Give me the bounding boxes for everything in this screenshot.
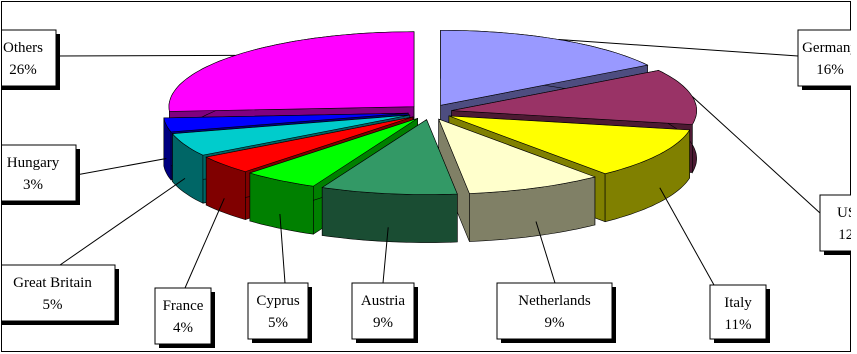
value-label: 16% [816,62,844,78]
category-label: Hungary [7,155,60,171]
value-label: 26% [9,62,37,78]
value-label: 5% [268,315,288,331]
value-label: 5% [43,297,63,313]
label-box [496,282,613,340]
category-label: Great Britain [13,275,92,291]
value-label: 9% [545,315,565,331]
slice [248,118,418,187]
leader-line [55,54,236,57]
leader-line [75,158,167,176]
label-box [2,29,57,87]
value-label: 4% [173,320,193,336]
category-label: France [163,298,204,314]
label-box [819,194,851,252]
value-label: 9% [373,315,393,331]
leader-line [535,221,556,284]
label-box [797,29,851,87]
leader-line [558,39,799,57]
plot-area: Germany 16% USA 12% Italy 11% Netherlands 9% Aus… [2,29,857,348]
category-label: Germany [802,40,857,56]
slice [438,118,596,194]
category-label: Netherlands [518,293,591,309]
category-label: Others [3,40,43,56]
slice [163,112,409,133]
value-label: 3% [23,177,43,193]
label-box [247,282,309,340]
slice [448,115,691,175]
category-label: Italy [724,295,752,311]
leader-line [279,213,286,284]
label-box [2,264,116,322]
leader-line [659,187,715,286]
leader-line [382,227,389,284]
category-label: USA [837,205,857,221]
value-label: 12% [838,227,857,243]
label-box [154,287,212,345]
category-label: Cyprus [256,293,300,309]
slice [205,116,414,172]
slice [321,119,458,195]
slice [171,114,410,156]
leader-line [184,198,225,289]
label-box [351,282,415,340]
label-box [709,284,767,340]
leader-line [59,177,186,266]
category-label: Austria [361,293,406,309]
leader-line [691,96,821,214]
label-box [2,144,77,202]
value-label: 11% [725,317,752,333]
slice-side [321,187,458,243]
